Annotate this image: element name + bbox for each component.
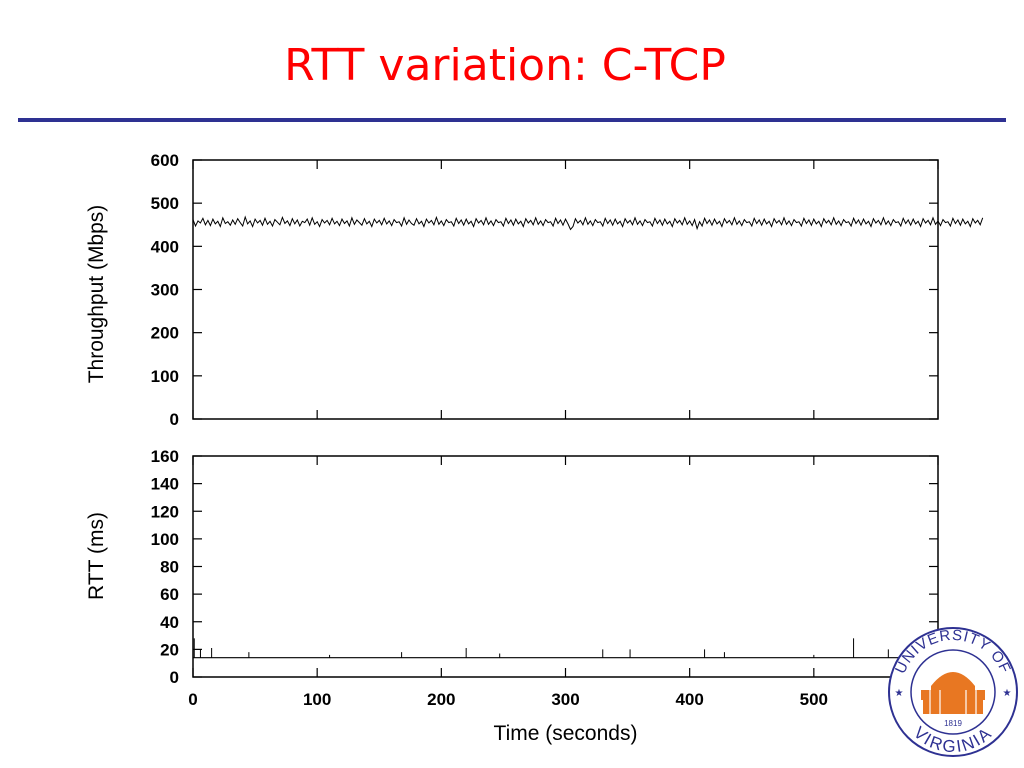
plot-frame <box>192 455 939 678</box>
x-tick-label: 500 <box>800 690 828 709</box>
y-tick-label: 80 <box>160 558 179 577</box>
x-tick-label: 400 <box>675 690 703 709</box>
slide-title: RTT variation: C-TCP <box>284 40 726 91</box>
x-tick-label: 0 <box>188 690 197 709</box>
y-tick-label: 20 <box>160 640 179 659</box>
y-tick-label: 100 <box>151 530 179 549</box>
logo-year: 1819 <box>944 719 962 728</box>
x-tick-label: 300 <box>551 690 579 709</box>
x-tick-label: 200 <box>427 690 455 709</box>
y-tick-label: 0 <box>170 410 179 429</box>
y-tick-label: 160 <box>151 447 179 466</box>
rotunda-icon <box>921 672 985 700</box>
y-axis-title: Throughput (Mbps) <box>85 205 108 384</box>
y-tick-label: 500 <box>151 194 179 213</box>
y-tick-label: 200 <box>151 324 179 343</box>
y-tick-label: 600 <box>151 151 179 170</box>
university-of-virginia-seal: 1819 ★ ★ UNIVERSITY OF VIRGINIA <box>888 627 1018 757</box>
rtt-plot: 0204060801001201401600100200300400500600… <box>85 447 952 745</box>
y-tick-label: 0 <box>170 668 179 687</box>
y-tick-label: 120 <box>151 502 179 521</box>
y-tick-label: 400 <box>151 237 179 256</box>
throughput-plot: 0 100 200 300 400 500 600 Throughput (Mbps) <box>85 151 984 429</box>
series-line-throughput <box>192 215 984 231</box>
y-tick-label: 40 <box>160 613 179 632</box>
x-tick-label: 100 <box>303 690 331 709</box>
y-tick-label: 300 <box>151 281 179 300</box>
logo-right-star: ★ <box>1003 688 1012 699</box>
y-axis-title: RTT (ms) <box>85 512 108 600</box>
x-axis-title: Time (seconds) <box>494 722 638 745</box>
y-tick-label: 140 <box>151 475 179 494</box>
logo-left-star: ★ <box>895 688 904 699</box>
title-rule <box>18 118 1006 122</box>
y-tick-label: 60 <box>160 585 179 604</box>
y-tick-label: 100 <box>151 367 179 386</box>
plot-frame <box>192 159 939 420</box>
